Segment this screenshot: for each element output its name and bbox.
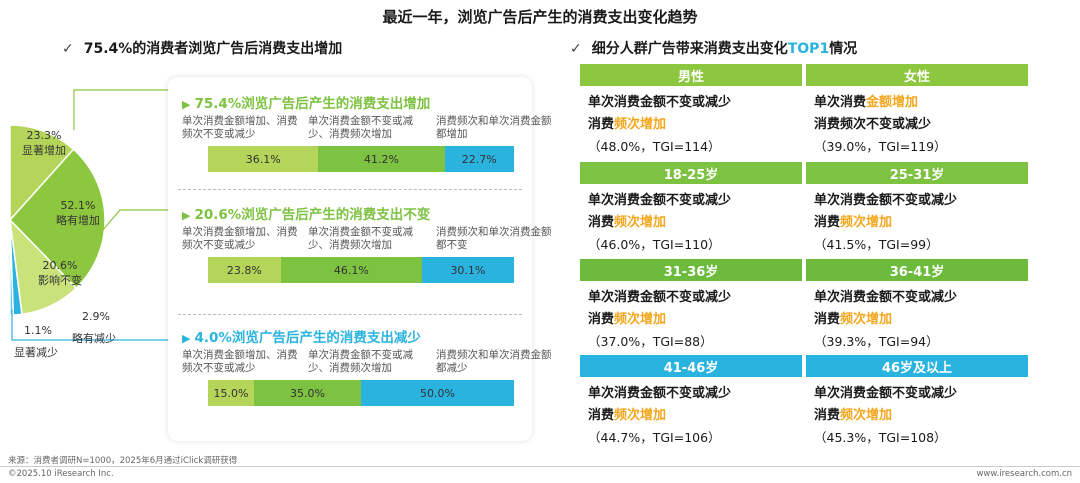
source-note: 来源：消费者调研N=1000，2025年6月通过iClick调研获得 [8, 456, 238, 466]
left-heading: ✓ 75.4%的消费者浏览广告后消费支出增加 [62, 41, 343, 57]
group-cell: 单次消费金额增加 消费频次不变或减少 （39.0%，TGI=119） [814, 95, 947, 154]
segment-label: 单次消费金额不变或减少、消费频次增加 [308, 226, 413, 251]
group-cell: 单次消费金额不变或减少 消费频次增加 （39.3%，TGI=94） [814, 290, 958, 349]
group-title: ▶ 4.0%浏览广告后产生的消费支出减少 [182, 330, 421, 346]
group-header: 36-41岁 [806, 259, 1028, 281]
divider [178, 189, 522, 190]
connector-increase [73, 89, 168, 130]
segment-label: 消费频次和单次消费金额都不变 [436, 226, 552, 251]
triangle-icon: ▶ [182, 209, 191, 222]
pie-label-2: 52.1% 略有增加 [56, 199, 100, 227]
copyright: ©2025.10 iResearch Inc. [8, 469, 114, 479]
pie-label-3: 20.6% 影响不变 [38, 259, 82, 287]
group-cell: 单次消费金额不变或减少 消费频次增加 （44.7%，TGI=106） [588, 386, 732, 445]
segment-label: 单次消费金额增加、消费频次不变或减少 [182, 115, 298, 140]
footer-rule [0, 466, 1080, 467]
website: www.iresearch.com.cn [976, 469, 1072, 479]
segment-label: 单次消费金额不变或减少、消费频次增加 [308, 349, 413, 374]
connector-decrease [11, 310, 168, 341]
group-cell: 单次消费金额不变或减少 消费频次增加 （48.0%，TGI=114） [588, 95, 732, 154]
group-header: 41-46岁 [580, 355, 802, 377]
bar-segment: 46.1% [280, 257, 422, 283]
bar-segment: 22.7% [444, 146, 514, 172]
group-header: 18-25岁 [580, 162, 802, 184]
bar-segment: 15.0% [208, 380, 254, 406]
group-title: ▶ 75.4%浏览广告后产生的消费支出增加 [182, 96, 431, 112]
bar-segment: 30.1% [421, 257, 514, 283]
pie-slice [9, 124, 75, 222]
group-header: 31-36岁 [580, 259, 802, 281]
bar-segment: 50.0% [360, 380, 514, 406]
bar-segment: 41.2% [318, 146, 445, 172]
group-cell: 单次消费金额不变或减少 消费频次增加 （46.0%，TGI=110） [588, 193, 732, 252]
bar-segment: 36.1% [208, 146, 319, 172]
pie-label-5-name: 显著减少 [14, 346, 58, 359]
pie-label-4-name: 略有减少 [72, 332, 116, 345]
group-title: ▶ 20.6%浏览广告后产生的消费支出不变 [182, 207, 431, 223]
triangle-icon: ▶ [182, 332, 191, 345]
segment-label: 消费频次和单次消费金额都增加 [436, 115, 552, 140]
stacked-bar: 15.0% 35.0% 50.0% [208, 380, 514, 406]
group-header: 46岁及以上 [806, 355, 1028, 377]
pie-label-1: 23.3% 显著增加 [22, 129, 66, 157]
segment-label: 单次消费金额不变或减少、消费频次增加 [308, 115, 413, 140]
bar-segment: 23.8% [208, 257, 281, 283]
pie-chart [8, 89, 168, 341]
check-icon: ✓ [62, 41, 74, 57]
segment-label: 消费频次和单次消费金额都减少 [436, 349, 552, 374]
check-icon: ✓ [570, 41, 582, 57]
stacked-bar: 36.1% 41.2% 22.7% [208, 146, 514, 172]
segment-label: 单次消费金额增加、消费频次不变或减少 [182, 226, 298, 251]
pie-slice [8, 148, 106, 290]
right-heading: ✓ 细分人群广告带来消费支出变化TOP1情况 [570, 41, 858, 57]
pie-label-4-value: 2.9% [82, 310, 110, 323]
connector-unchanged [59, 209, 168, 281]
group-header: 男性 [580, 64, 802, 86]
triangle-icon: ▶ [182, 98, 191, 111]
group-header: 25-31岁 [806, 162, 1028, 184]
group-cell: 单次消费金额不变或减少 消费频次增加 （37.0%，TGI=88） [588, 290, 732, 349]
group-header: 女性 [806, 64, 1028, 86]
pie-label-5-value: 1.1% [24, 324, 52, 337]
divider [178, 314, 522, 315]
bar-segment: 35.0% [253, 380, 361, 406]
chart-title: 最近一年，浏览广告后产生的消费支出变化趋势 [382, 8, 698, 26]
segment-label: 单次消费金额增加、消费频次不变或减少 [182, 349, 298, 374]
group-cell: 单次消费金额不变或减少 消费频次增加 （45.3%，TGI=108） [814, 386, 958, 445]
stacked-bar: 23.8% 46.1% 30.1% [208, 257, 514, 283]
group-cell: 单次消费金额不变或减少 消费频次增加 （41.5%，TGI=99） [814, 193, 958, 252]
